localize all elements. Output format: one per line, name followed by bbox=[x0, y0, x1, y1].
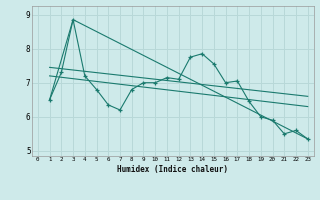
X-axis label: Humidex (Indice chaleur): Humidex (Indice chaleur) bbox=[117, 165, 228, 174]
